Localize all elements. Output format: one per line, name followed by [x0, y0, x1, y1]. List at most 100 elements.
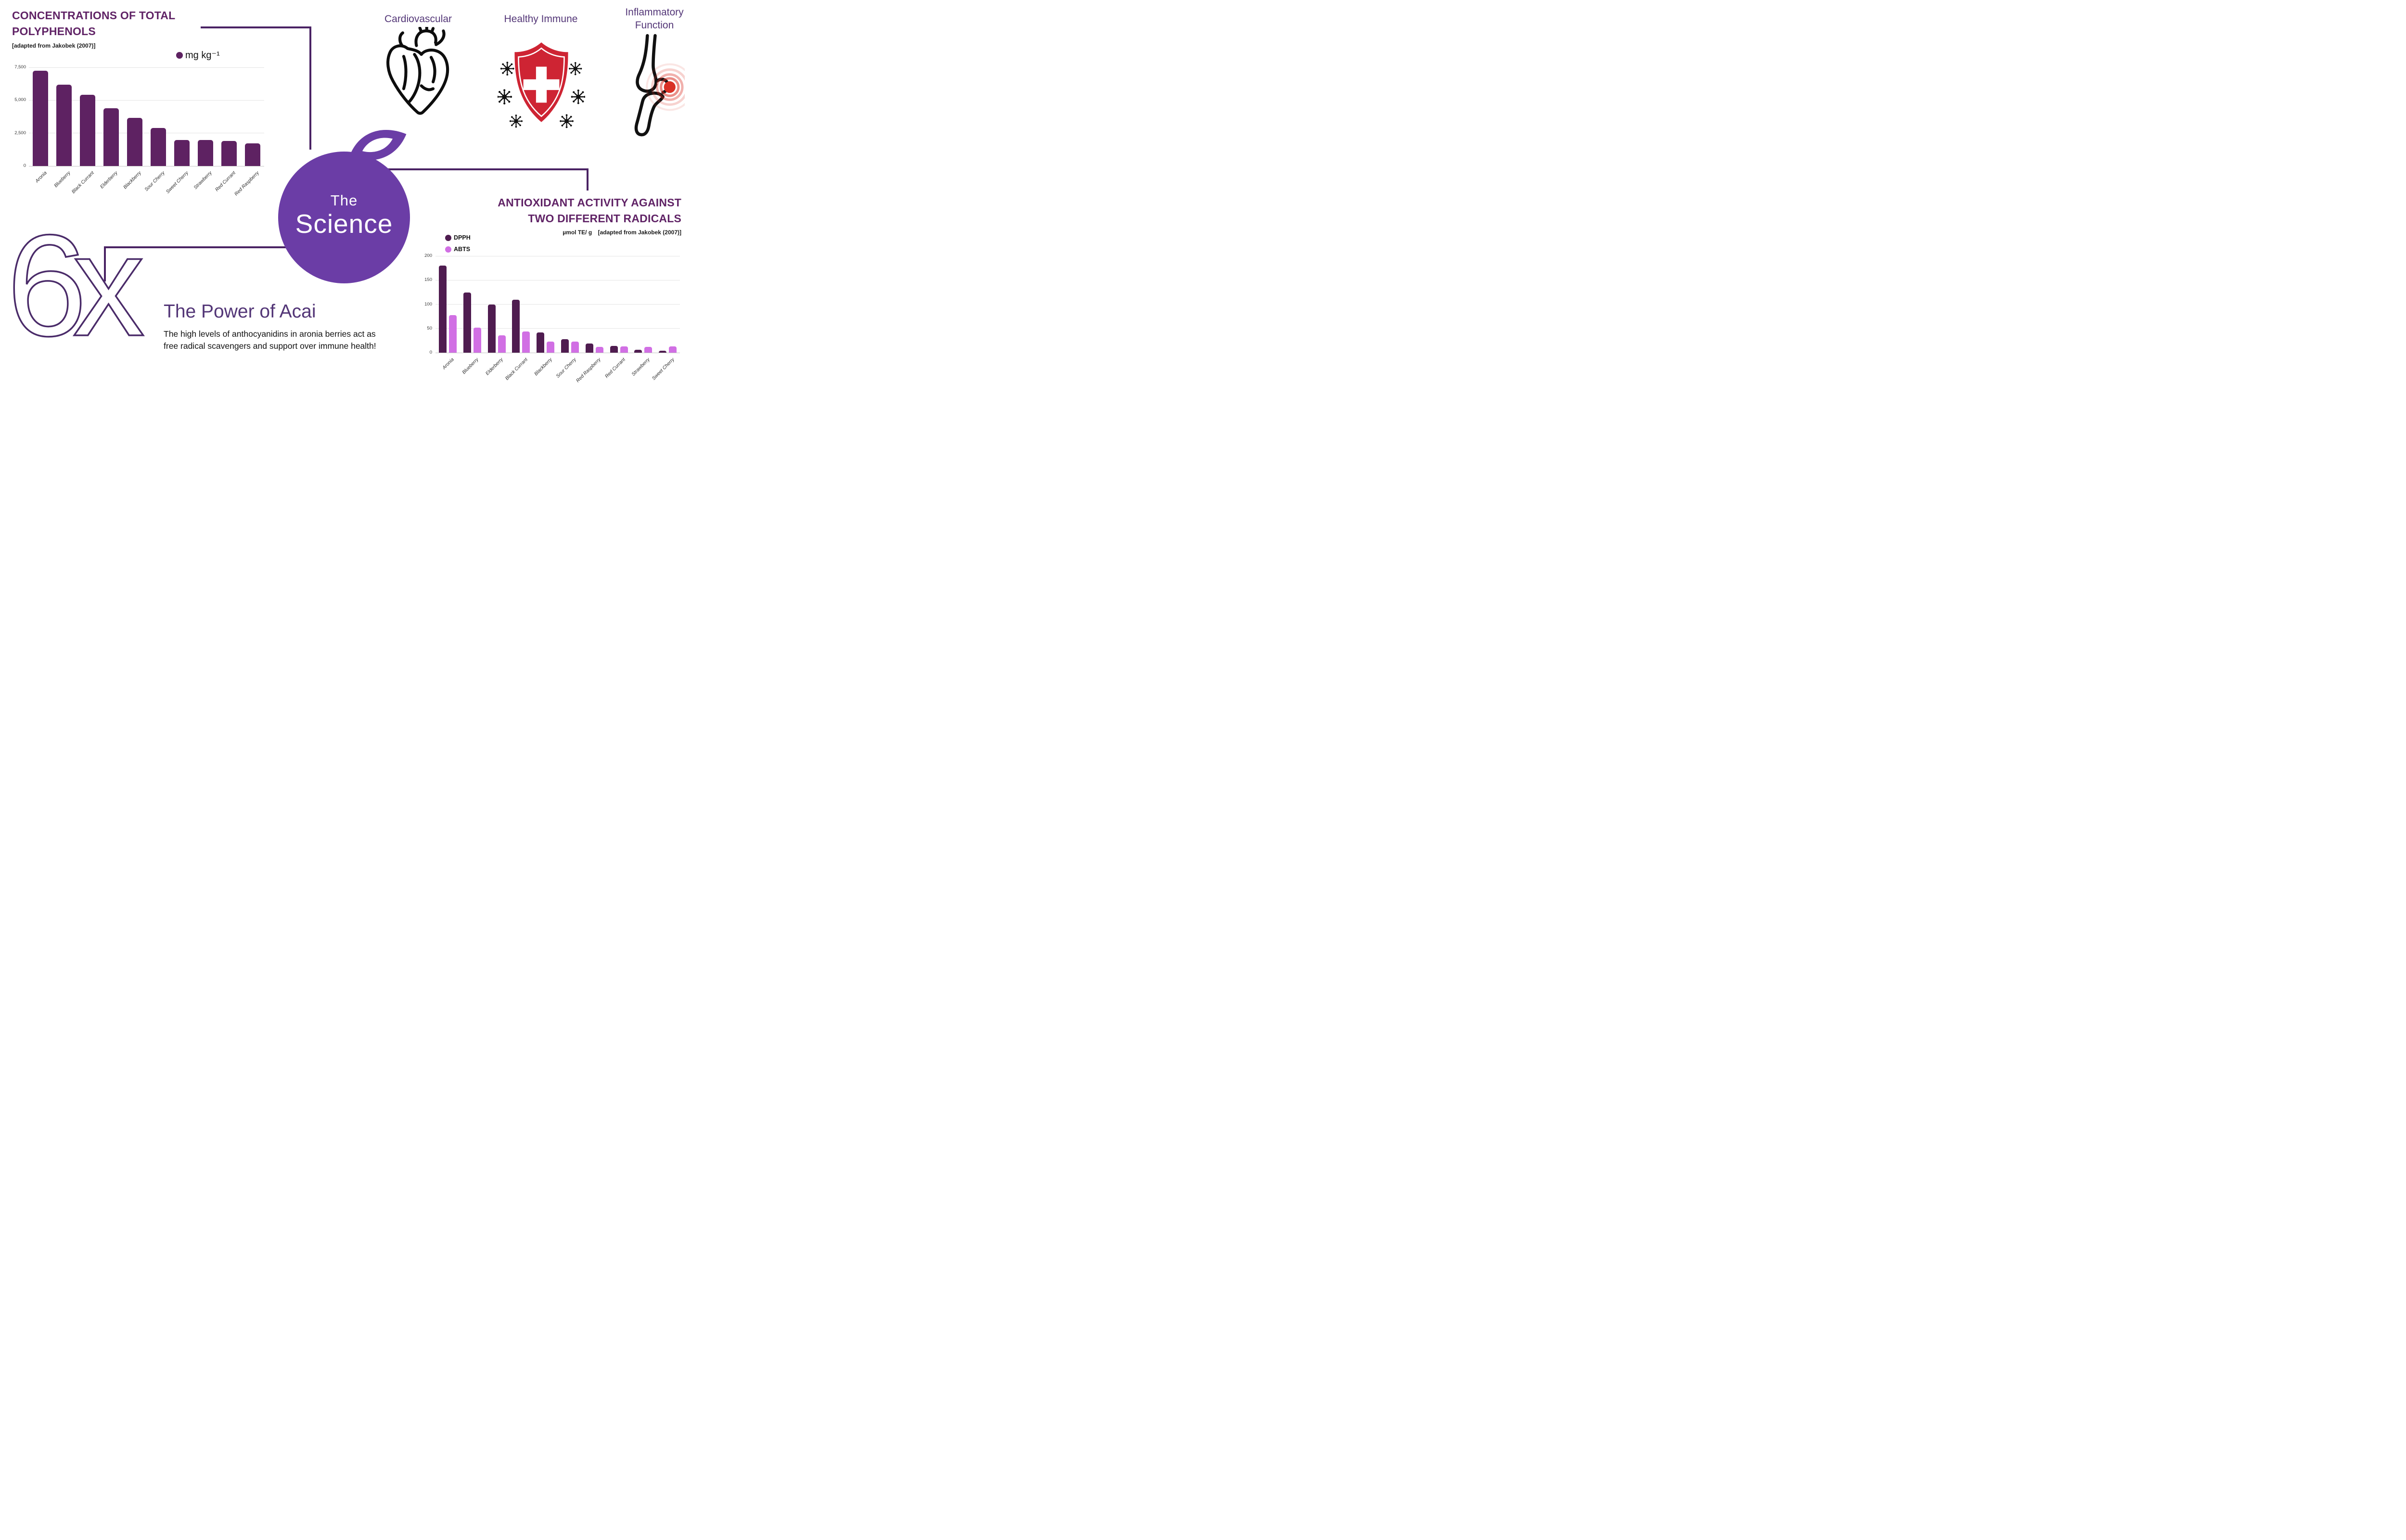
abts-bar — [669, 346, 677, 353]
abts-bar — [448, 315, 457, 353]
dpph-bar — [512, 300, 520, 353]
six-x-text: 6x — [6, 204, 145, 366]
dpph-bar — [537, 332, 545, 353]
infographic-canvas: CONCENTRATIONS OF TOTAL POLYPHENOLS [ada… — [0, 0, 685, 385]
bar — [56, 84, 72, 166]
bar — [103, 108, 119, 166]
mg-kg-legend-dot-icon — [176, 51, 183, 59]
right-chart-title: ANTIOXIDANT ACTIVITY AGAINST TWO DIFFERE… — [441, 195, 681, 227]
berry-icon — [278, 130, 410, 283]
left-chart-subtitle: [adapted from Jakobek (2007)] — [12, 42, 96, 49]
y-axis-tick-label: 5,000 — [14, 97, 26, 103]
gridline — [435, 328, 680, 329]
power-body: The high levels of anthocyanidins in aro… — [164, 328, 376, 352]
abts-legend-item: ABTS — [445, 246, 470, 253]
bar — [33, 70, 49, 166]
abts-bar — [547, 341, 555, 353]
left-chart-legend: mg kg⁻¹ — [176, 49, 220, 61]
x-axis-label: Sweet Cherry — [165, 170, 190, 195]
center-word-the: The — [330, 192, 358, 209]
right-chart-source: [adapted from Jakobek (2007)] — [598, 229, 681, 236]
dpph-bar — [659, 350, 667, 353]
y-axis-tick-label: 2,500 — [14, 130, 26, 136]
x-axis-label: Strawberry — [192, 170, 213, 191]
connector-line-left-title — [201, 26, 311, 28]
virus-icon — [570, 89, 585, 105]
medical-cross-icon — [523, 66, 560, 103]
anatomical-heart-icon — [386, 27, 449, 115]
abts-bar — [498, 335, 506, 353]
dpph-legend-item: DPPH — [445, 234, 471, 241]
connector-line-right-title-drop — [587, 168, 589, 191]
x-axis-label: Red Raspberry — [233, 170, 260, 197]
right-chart-subtitle: µmol TE/ g [adapted from Jakobek (2007)] — [441, 228, 681, 237]
abts-bar — [644, 346, 653, 353]
abts-bar — [595, 346, 603, 353]
bar — [174, 140, 190, 166]
left-chart-title: CONCENTRATIONS OF TOTAL POLYPHENOLS — [12, 8, 175, 39]
dpph-bar — [585, 343, 593, 353]
left-chart-title-line2: POLYPHENOLS — [12, 25, 96, 38]
connector-line-six-x-drop — [104, 246, 106, 281]
abts-bar — [620, 346, 628, 353]
dpph-legend-dot-icon — [445, 234, 451, 241]
benefit-label-cardiovascular: Cardiovascular — [384, 13, 452, 25]
y-axis-tick-label: 0 — [23, 163, 26, 168]
bar — [221, 140, 237, 166]
dpph-bar — [610, 345, 618, 353]
knee-joint-icon — [634, 34, 685, 137]
dpph-bar — [463, 293, 471, 353]
virus-icon — [499, 61, 515, 76]
center-word-science: Science — [295, 209, 393, 239]
y-axis-tick-label: 200 — [424, 253, 432, 258]
center-circle-text: The Science — [282, 191, 407, 238]
bar — [244, 143, 260, 166]
bar — [80, 95, 96, 166]
benefit-label-inflammatory: Inflammatory Function — [602, 6, 685, 32]
y-axis-tick-label: 100 — [424, 301, 432, 307]
power-body-line2: free radical scavengers and support over… — [164, 341, 376, 351]
abts-bar — [522, 331, 530, 353]
leaf-icon — [349, 130, 407, 160]
dpph-bar — [438, 266, 447, 353]
bar — [150, 127, 166, 166]
y-axis-tick-label: 7,500 — [14, 64, 26, 70]
virus-icon — [568, 61, 583, 76]
virus-icon — [509, 114, 524, 128]
mg-kg-legend-label: mg kg⁻¹ — [185, 50, 220, 61]
abts-legend-dot-icon — [445, 246, 451, 253]
connector-line-left-title-drop — [309, 26, 311, 150]
bar — [127, 118, 143, 166]
abts-legend-label: ABTS — [454, 246, 471, 253]
benefit-label-healthy-immune: Healthy Immune — [504, 13, 578, 25]
benefit-label-inflammatory-line1: Inflammatory — [625, 7, 684, 18]
left-chart-title-line1: CONCENTRATIONS OF TOTAL — [12, 9, 176, 22]
dpph-bar — [561, 339, 569, 353]
bar — [197, 140, 213, 166]
right-chart-title-line2: TWO DIFFERENT RADICALS — [528, 212, 681, 225]
dpph-bar — [487, 304, 496, 353]
y-axis-tick-label: 50 — [427, 325, 432, 331]
x-axis-label: Aronia — [441, 357, 456, 371]
dpph-bar — [634, 349, 642, 353]
virus-icon — [559, 114, 575, 129]
benefit-label-inflammatory-line2: Function — [635, 20, 674, 31]
gridline — [29, 67, 264, 68]
power-body-line1: The high levels of anthocyanidins in aro… — [164, 329, 376, 339]
y-axis-tick-label: 150 — [424, 277, 432, 283]
connector-line-six-x — [104, 246, 288, 248]
x-axis-label: Red Currant — [214, 170, 237, 193]
right-chart-unit: µmol TE/ g — [563, 229, 592, 236]
abts-bar — [473, 327, 481, 353]
gridline — [29, 100, 264, 101]
virus-icon — [498, 89, 513, 105]
immune-shield-icon — [498, 42, 585, 129]
gridline — [435, 304, 680, 305]
dpph-legend-label: DPPH — [454, 234, 471, 241]
y-axis-tick-label: 0 — [429, 350, 432, 355]
connector-line-right-title — [383, 168, 589, 170]
x-axis-label: Sour Cherry — [143, 170, 166, 192]
right-chart-title-line1: ANTIOXIDANT ACTIVITY AGAINST — [498, 196, 681, 209]
abts-bar — [571, 341, 579, 353]
power-heading: The Power of Acai — [164, 301, 316, 322]
